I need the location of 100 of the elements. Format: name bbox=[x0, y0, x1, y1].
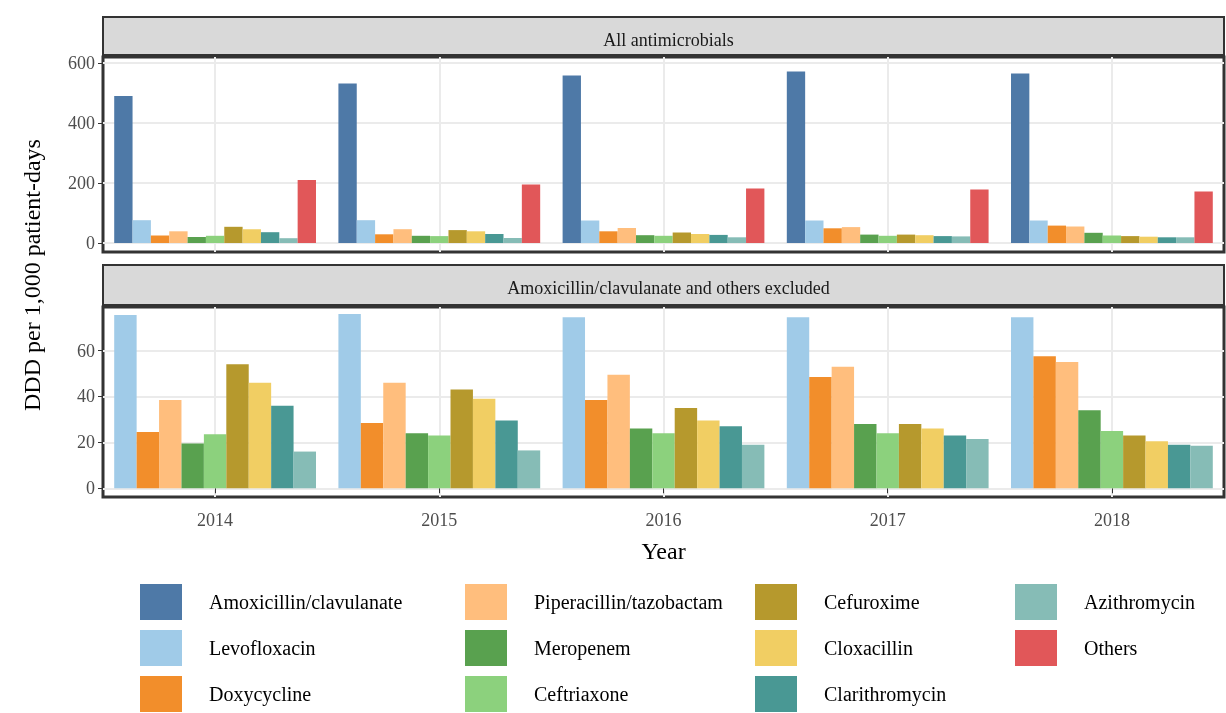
bar bbox=[430, 236, 449, 243]
bar bbox=[727, 237, 747, 243]
bar bbox=[805, 220, 824, 243]
bar bbox=[248, 382, 272, 489]
bar bbox=[652, 433, 675, 489]
y-tick-label: 600 bbox=[68, 53, 95, 73]
bar bbox=[405, 433, 429, 489]
bar bbox=[562, 75, 581, 243]
y-axis-title: DDD per 1,000 patient-days bbox=[19, 139, 45, 411]
bar bbox=[607, 374, 630, 489]
bar bbox=[293, 451, 316, 489]
bar bbox=[1066, 226, 1085, 243]
y-tick-label: 60 bbox=[77, 340, 95, 361]
bar bbox=[896, 234, 916, 243]
bar bbox=[878, 235, 897, 243]
legend-label: Cefuroxime bbox=[824, 591, 920, 613]
chart-title: Amoxicillin/clavulanate and others excluded bbox=[507, 278, 830, 298]
bar bbox=[159, 399, 182, 489]
bar bbox=[472, 398, 496, 489]
bar bbox=[898, 424, 922, 489]
bar bbox=[1157, 237, 1177, 243]
bar bbox=[485, 234, 504, 243]
bar bbox=[338, 313, 361, 489]
bar bbox=[915, 235, 934, 243]
bar bbox=[691, 234, 710, 243]
bar bbox=[562, 317, 586, 489]
bar bbox=[617, 228, 636, 243]
bar bbox=[260, 232, 280, 243]
bar bbox=[1078, 410, 1101, 489]
bar bbox=[181, 443, 204, 489]
bar bbox=[383, 382, 406, 489]
bar bbox=[1167, 444, 1191, 489]
bar bbox=[1145, 441, 1168, 489]
bar bbox=[375, 234, 394, 243]
bar bbox=[1190, 445, 1213, 489]
bar bbox=[205, 235, 225, 243]
bar bbox=[1121, 236, 1140, 243]
bar bbox=[709, 234, 728, 243]
bar bbox=[1047, 225, 1067, 243]
bar bbox=[356, 220, 376, 243]
bar bbox=[629, 428, 653, 489]
bar bbox=[360, 422, 384, 489]
bar bbox=[1139, 236, 1158, 243]
legend-label: Azithromycin bbox=[1084, 591, 1196, 614]
bar bbox=[719, 426, 742, 489]
bar bbox=[150, 235, 170, 243]
bar bbox=[1011, 317, 1034, 489]
bar bbox=[114, 96, 133, 243]
bar bbox=[1176, 237, 1195, 243]
bar bbox=[495, 420, 518, 489]
bar bbox=[854, 424, 877, 489]
bar bbox=[1033, 356, 1056, 489]
bar bbox=[1084, 232, 1103, 243]
bar bbox=[448, 230, 467, 243]
bar bbox=[599, 231, 618, 243]
bar bbox=[393, 229, 412, 243]
bar bbox=[809, 376, 832, 489]
bar bbox=[114, 315, 137, 489]
y-tick-label: 0 bbox=[86, 233, 95, 253]
bar bbox=[1123, 435, 1146, 489]
bar bbox=[933, 236, 952, 243]
x-tick-label: 2016 bbox=[645, 510, 682, 530]
bar bbox=[1055, 362, 1079, 489]
y-tick-label: 0 bbox=[86, 478, 95, 499]
x-tick-label: 2018 bbox=[1093, 510, 1130, 530]
bar bbox=[841, 227, 861, 243]
bar bbox=[1102, 235, 1122, 243]
bar bbox=[674, 407, 698, 489]
legend-label: Cloxacillin bbox=[824, 637, 913, 659]
bar bbox=[697, 420, 720, 489]
legend-label: Others bbox=[1084, 637, 1138, 659]
bar bbox=[224, 226, 243, 243]
bar bbox=[428, 435, 451, 489]
bar bbox=[823, 228, 842, 243]
bar bbox=[187, 237, 206, 243]
bar bbox=[450, 389, 473, 489]
bar bbox=[580, 220, 600, 243]
bar bbox=[271, 405, 294, 489]
y-tick-label: 200 bbox=[68, 173, 95, 193]
bar bbox=[635, 235, 655, 243]
legend-label: Piperacillin/tazobactam bbox=[534, 591, 724, 614]
legend-label: Levofloxacin bbox=[209, 637, 316, 659]
x-tick-label: 2015 bbox=[421, 510, 458, 530]
bar bbox=[654, 235, 673, 243]
y-tick-label: 20 bbox=[77, 432, 95, 453]
bar bbox=[466, 231, 486, 243]
bar bbox=[746, 188, 765, 243]
y-tick-label: 400 bbox=[68, 113, 95, 133]
bar bbox=[203, 434, 227, 489]
bar bbox=[169, 231, 188, 243]
bar bbox=[672, 232, 692, 243]
bar bbox=[786, 71, 806, 243]
bar bbox=[503, 237, 522, 243]
y-tick-label: 40 bbox=[77, 386, 95, 407]
bar bbox=[517, 450, 541, 489]
bar bbox=[966, 438, 989, 489]
legend-label: Meropenem bbox=[534, 637, 632, 660]
legend-label: Ceftriaxone bbox=[534, 683, 629, 705]
bar bbox=[1194, 191, 1213, 243]
bar bbox=[1029, 220, 1048, 243]
